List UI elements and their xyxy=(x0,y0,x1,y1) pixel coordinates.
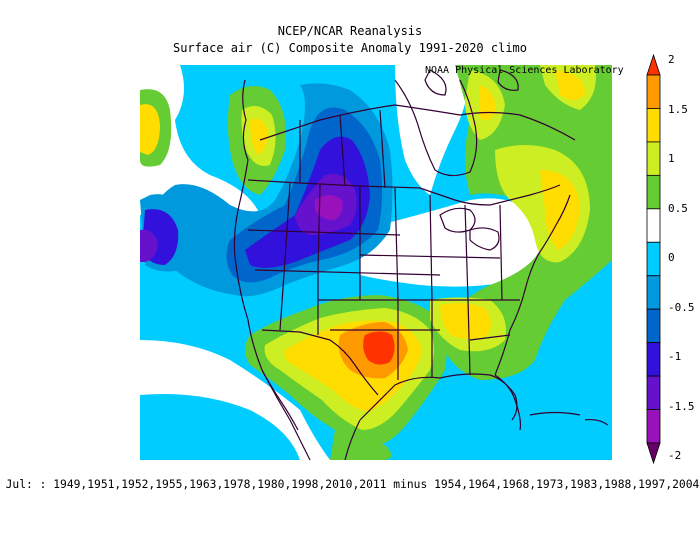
hispaniola xyxy=(584,418,609,426)
chart-title: NCEP/NCAR Reanalysis xyxy=(277,24,423,38)
field-yellow-bc xyxy=(250,118,268,155)
field-white-north xyxy=(395,65,470,195)
cuba xyxy=(529,411,581,416)
field-purple-west xyxy=(140,229,158,262)
colorbar-segment xyxy=(646,275,661,310)
anomaly-field xyxy=(140,65,612,460)
colorbar-label: 0.5 xyxy=(668,201,688,215)
colorbar-min-arrow xyxy=(646,442,661,465)
field-yellow-maritime xyxy=(540,170,580,250)
hudson-bay xyxy=(394,79,478,177)
state-line-h4 xyxy=(359,254,501,259)
field-yellow-labrador xyxy=(555,70,585,100)
colorbar-segment xyxy=(646,74,661,109)
field-red-south xyxy=(363,331,395,365)
state-line-h1 xyxy=(247,229,401,236)
canada-interior xyxy=(259,104,576,141)
field-white-central xyxy=(360,198,545,287)
us-canada-border xyxy=(247,179,561,206)
colorbar-label: 2 xyxy=(668,53,675,66)
coastline-west xyxy=(233,79,311,461)
colorbar-label: 1.5 xyxy=(668,102,688,116)
field-yellow-southeast xyxy=(440,303,491,339)
colorbar-label: -1 xyxy=(668,350,682,363)
colorbar-segments xyxy=(646,53,661,465)
state-line-h6 xyxy=(469,334,511,341)
field-darkpurple-core xyxy=(315,195,343,220)
composite-years-caption: o Jul: : 1949,1951,1952,1955,1963,1978,1… xyxy=(0,478,700,491)
credit-label: NOAA Physical Sciences Laboratory xyxy=(425,65,624,76)
colorbar-label: -1.5 xyxy=(668,399,695,413)
colorbar-segment xyxy=(646,308,661,344)
state-line-1 xyxy=(279,182,291,331)
colorbar-label: 0 xyxy=(668,251,675,264)
colorbar-label: 1 xyxy=(668,152,675,165)
colorbar-segment xyxy=(646,208,661,243)
coastline-florida xyxy=(494,374,522,431)
colorbar-label: -0.5 xyxy=(668,300,695,314)
great-lakes-2 xyxy=(469,227,500,251)
field-white-nw xyxy=(140,65,260,215)
arctic-island-2 xyxy=(497,69,519,91)
province-line-2 xyxy=(339,114,346,187)
field-lightblue-sw xyxy=(140,394,300,460)
field-green-mexico xyxy=(330,430,392,460)
field-yellow-quebec xyxy=(480,85,496,121)
coastline-gulf xyxy=(359,373,518,421)
state-line-7 xyxy=(499,204,503,301)
field-yellow-pacific xyxy=(140,104,160,155)
colorbar-segment xyxy=(646,409,661,444)
coastline-mexico-east xyxy=(344,419,361,461)
colorbar-segment xyxy=(646,141,661,176)
arctic-island-1 xyxy=(424,69,447,96)
state-line-2 xyxy=(317,184,321,335)
colorbar-segment xyxy=(646,375,661,410)
colorbar-label: -2 xyxy=(668,449,682,462)
colorbar-segment xyxy=(646,108,661,143)
great-lakes-1 xyxy=(439,207,476,233)
chart-subtitle: Surface air (C) Composite Anomaly 1991-2… xyxy=(172,41,527,55)
us-mexico-border xyxy=(261,329,379,396)
colorbar-segment xyxy=(646,241,661,277)
baja-coast xyxy=(261,369,299,431)
state-line-h2 xyxy=(254,269,441,276)
colorbar-segment xyxy=(646,174,661,210)
map-boundaries xyxy=(233,69,609,461)
colorbar-segment xyxy=(646,342,661,377)
coastline-east xyxy=(494,194,571,376)
province-line-3 xyxy=(379,109,386,189)
colorbar-max-arrow xyxy=(646,53,661,76)
